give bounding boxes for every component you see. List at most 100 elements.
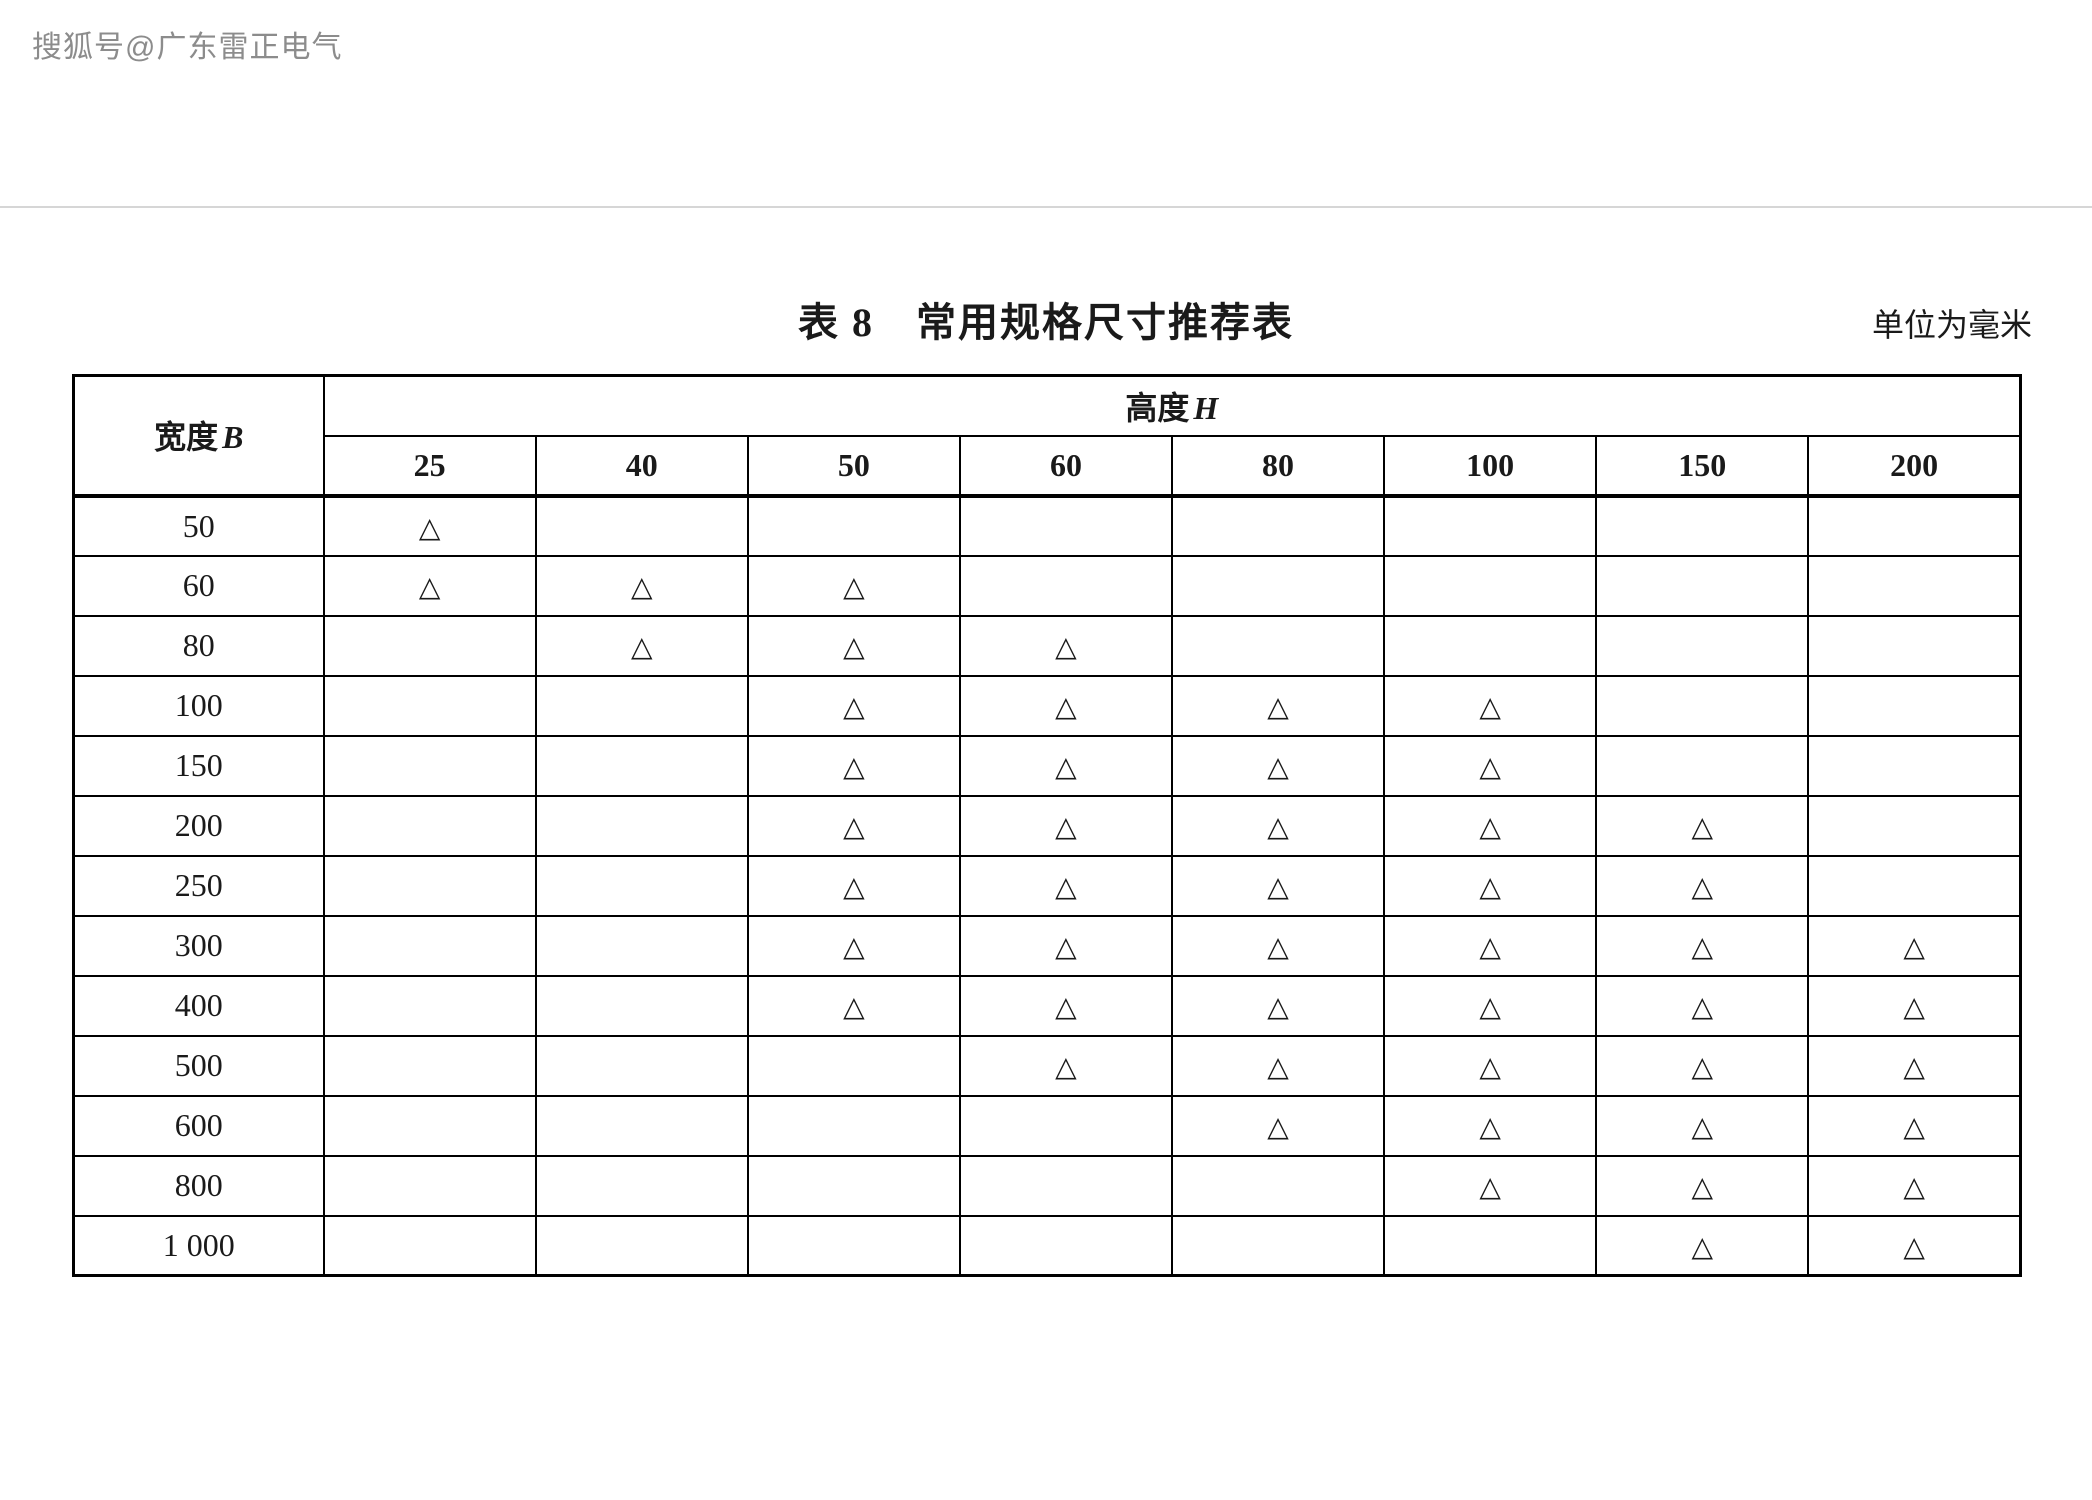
table-cell bbox=[748, 496, 960, 556]
table-cell bbox=[960, 1096, 1172, 1156]
triangle-icon: △ bbox=[1903, 1232, 1925, 1263]
col-header-prefix: 高度 bbox=[1125, 390, 1189, 426]
triangle-icon: △ bbox=[1691, 872, 1713, 903]
triangle-icon: △ bbox=[1691, 1112, 1713, 1143]
table-cell bbox=[536, 676, 748, 736]
table-cell: △ bbox=[1808, 1096, 2020, 1156]
triangle-icon: △ bbox=[1055, 692, 1077, 723]
table-cell: △ bbox=[960, 616, 1172, 676]
triangle-icon: △ bbox=[1479, 992, 1501, 1023]
col-header-var: H bbox=[1193, 390, 1218, 426]
triangle-icon: △ bbox=[1267, 752, 1289, 783]
watermark-text: 搜狐号@广东雷正电气 bbox=[32, 22, 342, 66]
table-cell: △ bbox=[1596, 1216, 1808, 1276]
table-cell bbox=[960, 1216, 1172, 1276]
title-row: 表 8 常用规格尺寸推荐表 单位为毫米 bbox=[0, 290, 2092, 340]
triangle-icon: △ bbox=[1267, 1052, 1289, 1083]
triangle-icon: △ bbox=[1903, 1172, 1925, 1203]
table-cell: △ bbox=[1172, 976, 1384, 1036]
table-row: 1 000△△ bbox=[74, 1216, 2021, 1276]
table-cell bbox=[536, 976, 748, 1036]
triangle-icon: △ bbox=[1055, 872, 1077, 903]
table-row: 80△△△ bbox=[74, 616, 2021, 676]
triangle-icon: △ bbox=[1267, 932, 1289, 963]
table-cell bbox=[1808, 736, 2020, 796]
triangle-icon: △ bbox=[1903, 932, 1925, 963]
triangle-icon: △ bbox=[1691, 1052, 1713, 1083]
table-cell bbox=[748, 1036, 960, 1096]
triangle-icon: △ bbox=[1267, 1112, 1289, 1143]
header-row-1: 宽度B 高度H bbox=[74, 376, 2021, 436]
triangle-icon: △ bbox=[1267, 872, 1289, 903]
table-cell bbox=[1172, 1216, 1384, 1276]
triangle-icon: △ bbox=[1267, 812, 1289, 843]
table-row: 60△△△ bbox=[74, 556, 2021, 616]
table-cell: △ bbox=[1172, 1036, 1384, 1096]
table-cell bbox=[1808, 676, 2020, 736]
table-cell bbox=[536, 856, 748, 916]
table-title: 表 8 常用规格尺寸推荐表 bbox=[0, 290, 2092, 348]
triangle-icon: △ bbox=[843, 752, 865, 783]
table-cell: △ bbox=[960, 736, 1172, 796]
unit-label: 单位为毫米 bbox=[1872, 300, 2032, 346]
table-cell: △ bbox=[960, 856, 1172, 916]
triangle-icon: △ bbox=[1691, 1232, 1713, 1263]
triangle-icon: △ bbox=[1479, 1052, 1501, 1083]
table-cell: △ bbox=[748, 916, 960, 976]
table-cell bbox=[960, 496, 1172, 556]
table-cell bbox=[324, 796, 536, 856]
triangle-icon: △ bbox=[1267, 992, 1289, 1023]
table-cell: △ bbox=[748, 676, 960, 736]
col-header: 40 bbox=[536, 436, 748, 496]
table-cell bbox=[536, 1036, 748, 1096]
table-cell bbox=[324, 856, 536, 916]
row-label: 500 bbox=[74, 1036, 324, 1096]
table-cell: △ bbox=[1172, 796, 1384, 856]
table-cell bbox=[324, 1096, 536, 1156]
table-cell: △ bbox=[748, 616, 960, 676]
triangle-icon: △ bbox=[843, 872, 865, 903]
table-cell bbox=[1172, 616, 1384, 676]
row-label: 250 bbox=[74, 856, 324, 916]
table-cell: △ bbox=[1384, 676, 1596, 736]
table-cell: △ bbox=[960, 916, 1172, 976]
table-cell: △ bbox=[1596, 796, 1808, 856]
table-cell: △ bbox=[748, 796, 960, 856]
table-cell bbox=[536, 736, 748, 796]
table-cell bbox=[1596, 676, 1808, 736]
table-cell: △ bbox=[1384, 1036, 1596, 1096]
triangle-icon: △ bbox=[843, 812, 865, 843]
col-header: 150 bbox=[1596, 436, 1808, 496]
table-cell: △ bbox=[1596, 1096, 1808, 1156]
table-cell: △ bbox=[748, 976, 960, 1036]
col-header: 100 bbox=[1384, 436, 1596, 496]
table-cell: △ bbox=[748, 556, 960, 616]
table-cell bbox=[324, 1156, 536, 1216]
row-label: 800 bbox=[74, 1156, 324, 1216]
table-cell: △ bbox=[1172, 736, 1384, 796]
table-cell bbox=[1172, 496, 1384, 556]
table-cell bbox=[536, 1096, 748, 1156]
table-row: 50△ bbox=[74, 496, 2021, 556]
triangle-icon: △ bbox=[843, 692, 865, 723]
table-cell: △ bbox=[1808, 1156, 2020, 1216]
table-cell bbox=[748, 1096, 960, 1156]
table-cell: △ bbox=[1808, 1216, 2020, 1276]
table-cell: △ bbox=[1384, 1096, 1596, 1156]
table-cell bbox=[536, 916, 748, 976]
table-cell bbox=[324, 616, 536, 676]
triangle-icon: △ bbox=[631, 632, 653, 663]
table-cell bbox=[324, 676, 536, 736]
triangle-icon: △ bbox=[1479, 1112, 1501, 1143]
table-cell bbox=[1384, 496, 1596, 556]
table-cell: △ bbox=[324, 556, 536, 616]
table-cell bbox=[1596, 556, 1808, 616]
table-cell bbox=[536, 496, 748, 556]
table-cell: △ bbox=[960, 796, 1172, 856]
table-cell bbox=[324, 736, 536, 796]
triangle-icon: △ bbox=[631, 572, 653, 603]
triangle-icon: △ bbox=[843, 992, 865, 1023]
table-cell bbox=[324, 1216, 536, 1276]
table-cell: △ bbox=[960, 976, 1172, 1036]
table-cell bbox=[1172, 1156, 1384, 1216]
